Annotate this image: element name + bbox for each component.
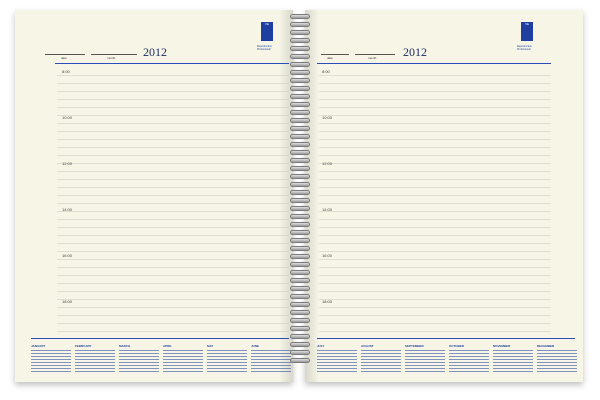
- ruled-lines: [319, 68, 551, 334]
- spiral-coil: [290, 222, 310, 227]
- calendar-month: FEBRUARY: [75, 344, 117, 374]
- spiral-coil: [290, 150, 310, 155]
- calendar-rule: [31, 338, 289, 339]
- spiral-coil: [290, 238, 310, 243]
- spiral-coil: [290, 158, 310, 163]
- spiral-coil: [290, 94, 310, 99]
- spiral-coil: [290, 286, 310, 291]
- spiral-coil: [290, 246, 310, 251]
- hour-label: 10:00: [62, 115, 73, 120]
- spiral-coil: [290, 182, 310, 187]
- spiral-coil: [290, 214, 310, 219]
- hour-label: 12:00: [62, 161, 73, 166]
- spiral-coil: [290, 86, 310, 91]
- hour-label: 16:00: [62, 253, 73, 258]
- year-title: 2012: [143, 45, 167, 59]
- spiral-coil: [290, 134, 310, 139]
- spiral-coil: [290, 278, 310, 283]
- hour-label: 18:00: [62, 299, 73, 304]
- year-title: 2012: [403, 45, 427, 59]
- date-label: date: [61, 56, 67, 60]
- spiral-coil: [290, 102, 310, 107]
- year-calendar-h1: JANUARY FEBRUARY MARCH APRIL MAY JUNE: [31, 344, 295, 374]
- calendar-month: JANUARY: [31, 344, 73, 374]
- spiral-coil: [290, 70, 310, 75]
- spiral-coil: [290, 78, 310, 83]
- calendar-month: NOVEMBER: [493, 344, 535, 374]
- spiral-coil: [290, 30, 310, 35]
- right-page: date month 2012 VE Reproduction Professi…: [305, 10, 583, 382]
- spiral-coil: [290, 294, 310, 299]
- spiral-coil: [290, 190, 310, 195]
- hour-label: 16:00: [322, 253, 333, 258]
- spiral-coil: [290, 118, 310, 123]
- calendar-month: JULY: [317, 344, 359, 374]
- spiral-coil: [290, 62, 310, 67]
- spiral-coil: [290, 38, 310, 43]
- spiral-coil: [290, 262, 310, 267]
- spiral-coil: [290, 126, 310, 131]
- calendar-month: AUGUST: [361, 344, 403, 374]
- spiral-coil: [290, 14, 310, 19]
- calendar-month: MARCH: [119, 344, 161, 374]
- date-line: [45, 54, 85, 55]
- header-rule: [317, 63, 551, 64]
- month-label: month: [107, 56, 116, 60]
- spiral-coil: [290, 342, 310, 347]
- spiral-coil: [290, 350, 310, 355]
- year-calendar-h2: JULY AUGUST SEPTEMBER OCTOBER NOVEMBER D…: [317, 344, 581, 374]
- header-rule: [55, 63, 289, 64]
- brand-logo-mark: VE: [524, 22, 529, 26]
- brand-logo-mark: VE: [264, 22, 269, 26]
- spiral-coil: [290, 358, 310, 363]
- hour-label: 8:00: [62, 69, 70, 74]
- date-line: [321, 54, 349, 55]
- ruled-lines: [57, 68, 289, 334]
- spiral-coil: [290, 230, 310, 235]
- spiral-coil: [290, 334, 310, 339]
- left-page: date month 2012 VE Reproduction Professi…: [15, 10, 293, 382]
- hour-label: 14:00: [322, 207, 333, 212]
- brand-logo: VE: [261, 22, 273, 41]
- spiral-coil: [290, 166, 310, 171]
- spiral-coil: [290, 198, 310, 203]
- hour-label: 18:00: [322, 299, 333, 304]
- brand-caption: Reproduction Professional: [517, 45, 532, 51]
- calendar-month: JUNE: [251, 344, 293, 374]
- spiral-coil: [290, 54, 310, 59]
- spiral-coil: [290, 318, 310, 323]
- date-label: date: [327, 56, 333, 60]
- spiral-coil: [290, 326, 310, 331]
- spiral-coil: [290, 270, 310, 275]
- calendar-month: SEPTEMBER: [405, 344, 447, 374]
- spiral-coil: [290, 206, 310, 211]
- calendar-month: DECEMBER: [537, 344, 579, 374]
- hour-label: 14:00: [62, 207, 73, 212]
- hour-label: 12:00: [322, 161, 333, 166]
- spiral-coil: [290, 110, 310, 115]
- month-label: month: [368, 56, 377, 60]
- brand-caption: Reproduction Professional: [257, 45, 272, 51]
- brand-logo: VE: [521, 22, 533, 41]
- spiral-coil: [290, 302, 310, 307]
- spiral-coil: [290, 22, 310, 27]
- calendar-rule: [317, 338, 575, 339]
- month-line: [355, 54, 395, 55]
- spiral-coil: [290, 174, 310, 179]
- calendar-month: OCTOBER: [449, 344, 491, 374]
- spiral-coil: [290, 310, 310, 315]
- spiral-coil: [290, 46, 310, 51]
- hour-label: 10:00: [322, 115, 333, 120]
- calendar-month: MAY: [207, 344, 249, 374]
- hour-label: 8:00: [322, 69, 330, 74]
- spiral-coil: [290, 254, 310, 259]
- spiral-binding: [290, 14, 310, 369]
- month-line: [91, 54, 137, 55]
- calendar-month: APRIL: [163, 344, 205, 374]
- spiral-coil: [290, 142, 310, 147]
